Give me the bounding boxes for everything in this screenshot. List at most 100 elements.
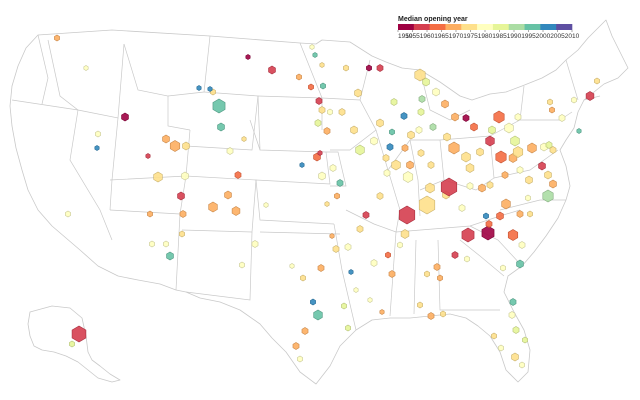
hexagon-marker: [510, 135, 520, 147]
hexagon-marker: [425, 182, 435, 194]
hexagon-marker: [386, 143, 394, 151]
hexagon-marker: [226, 147, 234, 155]
hexagon-markers: [54, 34, 600, 369]
hexagon-marker: [427, 161, 435, 169]
hexagon-marker: [418, 195, 436, 215]
hexagon-marker: [514, 113, 522, 121]
hexagon-marker: [493, 110, 505, 124]
hexagon-marker: [208, 201, 218, 213]
legend-tick-label: 1970: [449, 33, 464, 40]
hexagon-marker: [398, 205, 416, 225]
hexagon-marker: [324, 201, 330, 207]
hexagon-marker: [441, 99, 449, 109]
hexagon-marker: [313, 309, 323, 321]
hexagon-marker: [448, 141, 460, 155]
legend-tick-label: 1985: [492, 33, 507, 40]
hexagon-marker: [486, 181, 494, 189]
hexagon-marker: [145, 153, 151, 159]
hexagon-marker: [558, 114, 566, 122]
hexagon-marker: [461, 227, 475, 243]
hexagon-marker: [400, 229, 410, 239]
hexagon-marker: [241, 136, 247, 142]
hexagon-marker: [329, 233, 335, 239]
hexagon-marker: [312, 52, 318, 58]
hexagon-marker: [181, 171, 189, 181]
hexagon-marker: [485, 135, 495, 147]
hexagon-marker: [341, 302, 347, 310]
hexagon-marker: [314, 119, 322, 127]
hexagon-marker: [329, 164, 337, 172]
hexagon-marker: [519, 361, 525, 369]
hexagon-marker: [504, 122, 514, 134]
hexagon-marker: [433, 263, 441, 271]
hexagon-marker: [354, 88, 362, 98]
hexagon-marker: [437, 274, 443, 282]
hexagon-marker: [268, 65, 276, 75]
hexagon-marker: [147, 210, 153, 218]
hexagon-marker: [263, 202, 269, 208]
hexagon-marker: [355, 144, 365, 156]
hexagon-marker: [443, 132, 451, 142]
hexagon-marker: [318, 106, 326, 114]
hexagon-marker: [538, 161, 546, 171]
hexagon-marker: [239, 261, 245, 269]
hexagon-marker: [383, 169, 391, 177]
hexagon-marker: [478, 183, 486, 193]
hexagon-marker: [500, 264, 506, 272]
hexagon-marker: [166, 251, 174, 261]
hexagon-marker: [483, 212, 489, 220]
hexagon-marker: [177, 191, 185, 201]
hexagon-marker: [415, 126, 423, 134]
hexagon-marker: [336, 179, 344, 187]
hexagon-marker: [527, 210, 533, 218]
hexagon-marker: [370, 259, 378, 267]
hexagon-marker: [508, 311, 516, 319]
hexagon-marker: [522, 336, 528, 344]
hexagon-marker: [488, 125, 496, 135]
hexagon-marker: [319, 62, 325, 68]
hexagon-marker: [95, 130, 101, 138]
hexagon-marker: [83, 65, 89, 71]
hexagon-marker: [162, 134, 170, 144]
hexagon-marker: [527, 142, 537, 154]
hexagon-marker: [465, 163, 475, 173]
hexagon-marker: [350, 125, 358, 135]
hexagon-marker: [491, 332, 497, 340]
hexagon-marker: [71, 325, 87, 343]
hexagon-marker: [512, 326, 520, 334]
hexagon-marker: [231, 206, 241, 216]
legend-swatch: [398, 24, 415, 30]
hexagon-marker: [464, 255, 470, 263]
hexagon-marker: [466, 182, 474, 190]
legend-swatch: [461, 24, 478, 30]
legend-swatch: [556, 24, 573, 30]
hexagon-marker: [509, 298, 517, 306]
hexagon-marker: [418, 95, 426, 103]
hexagon-marker: [470, 122, 478, 132]
hexagon-marker: [310, 298, 316, 306]
hexagon-marker: [576, 128, 582, 134]
hexagon-marker: [400, 112, 408, 120]
hexagon-marker: [309, 44, 315, 50]
hexagon-marker: [153, 171, 163, 183]
hexagon-marker: [356, 225, 364, 233]
hexagon-marker: [348, 269, 354, 275]
hexagon-marker: [338, 108, 346, 116]
hexagon-marker: [292, 342, 300, 350]
legend-tick-label: 1980: [478, 33, 493, 40]
hexagon-marker: [429, 123, 437, 131]
hexagon-marker: [366, 64, 372, 72]
hexagon-marker: [462, 114, 470, 122]
hexagon-marker: [69, 340, 75, 348]
hexagon-marker: [407, 130, 415, 140]
hexagon-marker: [390, 98, 398, 106]
hexagon-marker: [391, 159, 401, 171]
hexagon-marker: [422, 77, 430, 87]
legend-tick-label: 1950: [398, 33, 413, 40]
hexagon-marker: [212, 98, 226, 114]
legend-swatch: [524, 24, 541, 30]
hexagon-marker: [289, 263, 295, 269]
hexagon-marker: [458, 204, 466, 212]
hexagon-marker: [549, 179, 557, 189]
